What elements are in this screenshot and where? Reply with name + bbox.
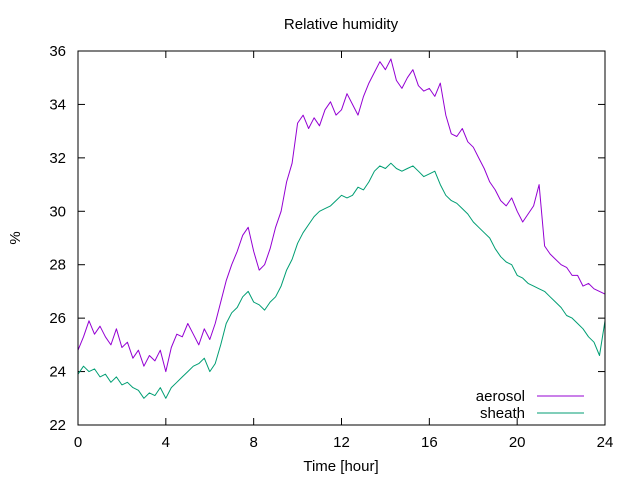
y-tick-label: 28	[49, 257, 66, 274]
y-tick-label: 24	[49, 364, 66, 381]
series-line-sheath	[77, 162, 606, 399]
chart-title: Relative humidity	[284, 16, 399, 33]
y-tick-label: 34	[49, 96, 66, 113]
y-axis-label: %	[7, 231, 24, 244]
legend-label: sheath	[480, 405, 525, 422]
y-tick-label: 36	[49, 43, 66, 60]
x-tick-label: 16	[421, 434, 438, 451]
y-tick-label: 22	[49, 417, 66, 434]
series-line-aerosol	[77, 58, 606, 373]
x-axis-label: Time [hour]	[303, 458, 378, 475]
x-tick-label: 20	[509, 434, 526, 451]
series-layer	[77, 58, 606, 399]
x-tick-label: 4	[162, 434, 170, 451]
x-tick-label: 12	[333, 434, 350, 451]
x-tick-label: 24	[597, 434, 614, 451]
y-tick-label: 32	[49, 150, 66, 167]
y-tick-label: 30	[49, 203, 66, 220]
x-tick-label: 8	[249, 434, 257, 451]
y-tick-label: 26	[49, 310, 66, 327]
legend-label: aerosol	[476, 388, 525, 405]
x-tick-label: 0	[74, 434, 82, 451]
plot-frame	[77, 50, 606, 426]
